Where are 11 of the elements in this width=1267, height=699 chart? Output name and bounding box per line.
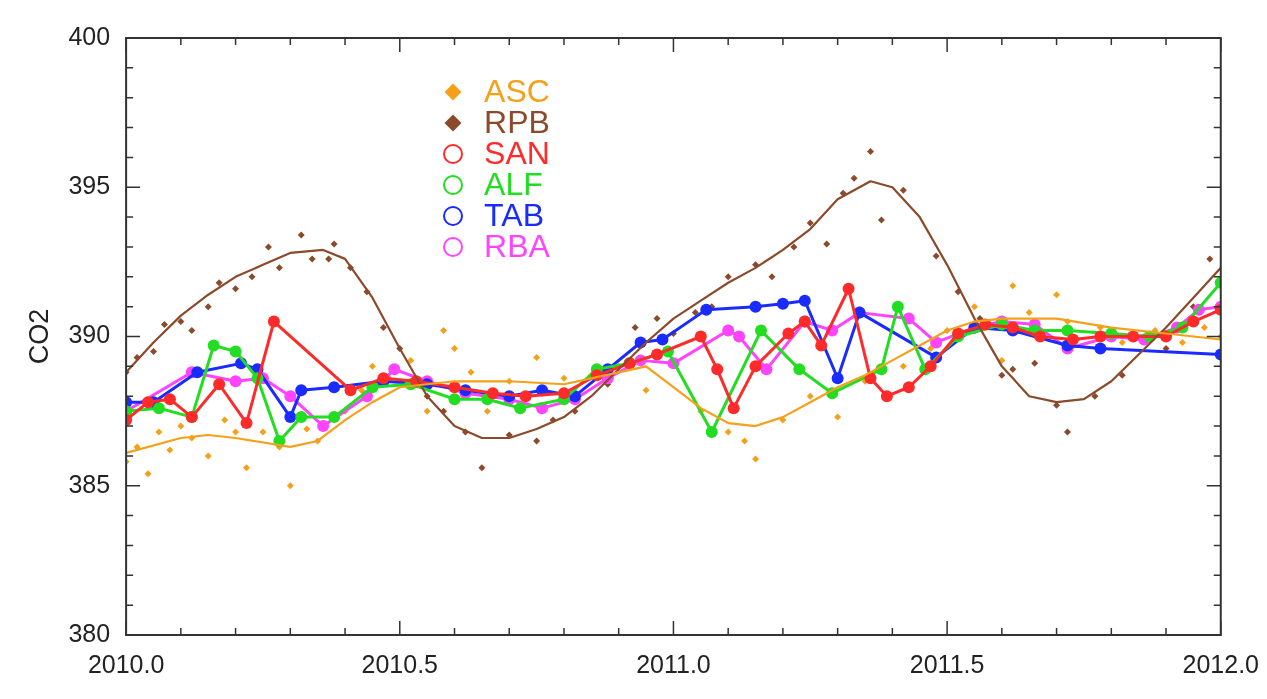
x-tick-label: 2010.5 [361, 649, 439, 678]
x-tick-label: 2012.0 [1182, 649, 1259, 678]
x-tick-label: 2011.5 [909, 649, 985, 678]
x-tick-label: 2010.0 [87, 649, 165, 678]
y-tick-label: 400 [68, 21, 111, 50]
x-tick-label: 2011.0 [636, 649, 711, 678]
y-axis-title: CO2 [23, 308, 54, 365]
y-tick-label: 385 [68, 469, 111, 498]
y-tick-label: 390 [68, 320, 111, 349]
y-tick-label: 380 [68, 618, 111, 647]
y-tick-label: 395 [68, 171, 111, 200]
